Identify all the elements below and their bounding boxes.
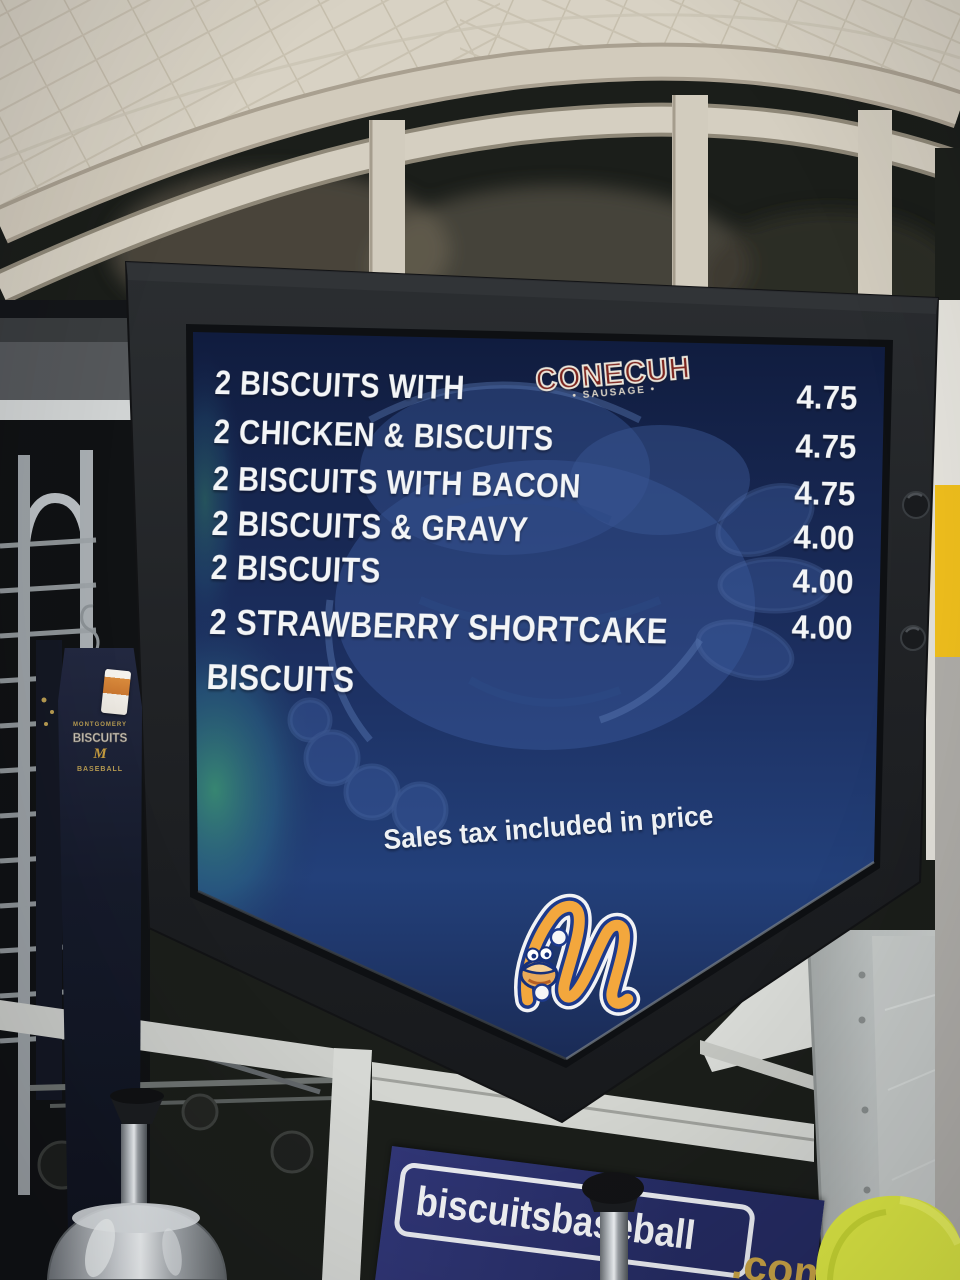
item-name: 2 CHICKEN & BISCUITS bbox=[212, 412, 555, 459]
item-name: 2 BISCUITS WITH bbox=[213, 363, 466, 408]
metal-column bbox=[806, 929, 936, 1280]
menu-sign bbox=[124, 260, 940, 1124]
item-price: 4.75 bbox=[794, 427, 857, 466]
watermark-biscuit-icon bbox=[287, 381, 833, 839]
logo-letter: M bbox=[504, 879, 505, 881]
arch-trim bbox=[0, 42, 960, 244]
shirt-text: MONTGOMERY bbox=[72, 722, 128, 728]
item-price: 4.00 bbox=[790, 608, 853, 647]
item-price: 4.00 bbox=[792, 518, 855, 557]
menu-list: 2 BISCUITS WITH CONECUH • SAUSAGE • 4.75… bbox=[206, 349, 858, 705]
right-wall-strips bbox=[926, 148, 960, 1280]
item-price: 4.00 bbox=[791, 562, 854, 601]
website-tld: .com bbox=[728, 1239, 835, 1280]
frame-bolts bbox=[900, 491, 930, 651]
item-price: 4.75 bbox=[795, 378, 858, 417]
item-name: 2 BISCUITS & GRAVY bbox=[210, 503, 530, 550]
sign-panel bbox=[193, 332, 885, 1059]
yellow-wall-band bbox=[935, 485, 960, 657]
item-name: 2 BISCUITS bbox=[209, 547, 382, 591]
biscuit-mascot-icon bbox=[519, 928, 569, 1002]
team-logo: M bbox=[486, 876, 650, 1034]
item-name: 2 STRAWBERRY SHORTCAKE BISCUITS bbox=[205, 600, 669, 700]
glass-sheen bbox=[193, 600, 325, 980]
shirt-text: BISCUITS bbox=[72, 730, 128, 746]
item-price: 4.75 bbox=[793, 474, 856, 513]
m-logo-icon: M bbox=[504, 879, 641, 1016]
window-arch-frame bbox=[0, 102, 960, 304]
website-url: biscuitsbaseball bbox=[413, 1177, 698, 1258]
shirt-text: BASEBALL bbox=[76, 766, 124, 773]
shirt-logo-letter: M bbox=[93, 746, 107, 762]
merch-shirt: MONTGOMERY BISCUITS M BASEBALL bbox=[58, 648, 142, 1238]
price-tag bbox=[100, 668, 132, 716]
item-name: 2 BISCUITS WITH BACON bbox=[211, 459, 582, 506]
menu-row: 2 BISCUITS WITH CONECUH • SAUSAGE • 4.75 bbox=[213, 349, 858, 421]
